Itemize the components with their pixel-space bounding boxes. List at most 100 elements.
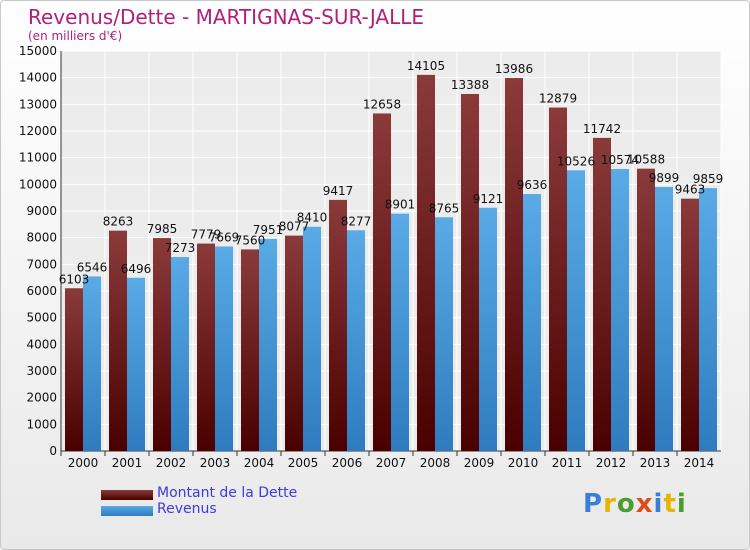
value-label-dette: 12879	[539, 92, 577, 106]
value-label-dette: 13986	[495, 62, 533, 76]
value-label-revenus: 10526	[557, 154, 595, 168]
value-label-dette: 11742	[583, 122, 621, 136]
bar-revenus	[479, 207, 497, 451]
x-tick-label: 2006	[332, 456, 363, 470]
x-tick-label: 2008	[420, 456, 451, 470]
y-tick-label: 13000	[19, 97, 57, 111]
bar-dette	[197, 243, 215, 451]
bar-dette	[637, 168, 655, 452]
bar-revenus	[347, 230, 365, 451]
bar-dette	[505, 78, 523, 451]
value-label-revenus: 8901	[385, 198, 416, 212]
value-label-dette: 7985	[147, 222, 178, 236]
legend-label-dette: Montant de la Dette	[157, 485, 298, 501]
value-label-dette: 12658	[363, 97, 401, 111]
value-label-dette: 9463	[675, 183, 706, 197]
value-label-revenus: 9859	[693, 172, 724, 186]
value-label-revenus: 6546	[77, 260, 108, 274]
y-tick-label: 15000	[19, 44, 57, 58]
y-tick-label: 11000	[19, 151, 57, 165]
bar-dette	[329, 199, 347, 451]
x-tick-label: 2010	[508, 456, 539, 470]
x-tick-label: 2012	[596, 456, 627, 470]
value-label-revenus: 8765	[429, 201, 460, 215]
y-tick-label: 3000	[26, 364, 57, 378]
proxiti-logo: Proxiti	[583, 489, 687, 519]
y-tick-label: 6000	[26, 284, 57, 298]
bar-revenus	[391, 213, 409, 451]
value-label-revenus: 6496	[121, 262, 152, 276]
value-label-dette: 14105	[407, 59, 445, 73]
bars	[65, 74, 717, 452]
x-tick-label: 2005	[288, 456, 319, 470]
x-tick-label: 2011	[552, 456, 583, 470]
y-tick-label: 12000	[19, 124, 57, 138]
value-label-dette: 10588	[627, 153, 665, 167]
value-label-revenus: 7951	[253, 223, 284, 237]
value-label-dette: 9417	[323, 184, 354, 198]
logo-letter: P	[583, 489, 604, 519]
y-tick-label: 2000	[26, 391, 57, 405]
bar-dette	[65, 288, 83, 451]
y-tick-label: 0	[49, 444, 57, 458]
y-tick-label: 9000	[26, 204, 57, 218]
bar-revenus	[127, 277, 145, 451]
value-label-dette: 8263	[103, 215, 134, 229]
logo-letter: o	[616, 489, 636, 519]
x-tick-label: 2007	[376, 456, 407, 470]
value-label-revenus: 8410	[297, 211, 328, 225]
bar-revenus	[215, 246, 233, 451]
bar-revenus	[611, 169, 629, 451]
y-tick-label: 10000	[19, 177, 57, 191]
bar-revenus	[303, 226, 321, 451]
bar-revenus	[699, 188, 717, 452]
value-labels: 6103 8263 7985 7779 7560 8077 9417 12658 14105 13…	[59, 59, 724, 286]
logo-letter: x	[635, 489, 654, 519]
chart-title: Revenus/Dette - MARTIGNAS-SUR-JALLE	[28, 5, 425, 29]
value-label-revenus: 8277	[341, 214, 372, 228]
value-label-revenus: 9899	[649, 171, 680, 185]
x-tick-label: 2004	[244, 456, 275, 470]
bar-revenus	[655, 187, 673, 451]
value-label-dette: 7560	[235, 233, 266, 247]
x-tick-label: 2003	[200, 456, 231, 470]
bar-dette	[681, 198, 699, 451]
y-tick-label: 5000	[26, 311, 57, 325]
value-label-revenus: 9121	[473, 192, 504, 206]
logo-letter: r	[603, 489, 617, 519]
x-tick-label: 2014	[684, 456, 715, 470]
x-tick-label: 2001	[112, 456, 143, 470]
y-tick-label: 1000	[26, 417, 57, 431]
bar-dette	[417, 74, 435, 451]
legend-label-revenus: Revenus	[157, 501, 217, 517]
y-tick-label: 14000	[19, 71, 57, 85]
value-label-dette: 8077	[279, 220, 310, 234]
bar-revenus	[523, 194, 541, 452]
x-tick-label: 2009	[464, 456, 495, 470]
value-label-dette: 7779	[191, 228, 222, 242]
value-label-revenus: 9636	[517, 178, 548, 192]
bar-dette	[285, 235, 303, 451]
axes: 0 1000 2000 3000 4000 5000 6000 7000 8000 9000 100…	[19, 44, 721, 470]
value-label-dette: 6103	[59, 272, 90, 286]
bar-revenus	[171, 257, 189, 451]
value-label-revenus: 7273	[165, 241, 196, 255]
value-label-revenus: 7669	[209, 230, 240, 244]
logo-letter: t	[663, 489, 677, 519]
chart-subtitle: (en milliers d'€)	[28, 29, 123, 43]
bar-dette	[593, 137, 611, 451]
bar-revenus	[83, 276, 101, 451]
value-label-revenus: 10574	[601, 153, 639, 167]
y-tick-label: 8000	[26, 231, 57, 245]
bar-revenus	[435, 217, 453, 451]
bar-revenus	[259, 238, 277, 451]
bar-dette	[241, 249, 259, 451]
bar-dette	[549, 107, 567, 451]
x-tick-label: 2000	[68, 456, 99, 470]
x-tick-label: 2002	[156, 456, 187, 470]
legend-swatch-dette	[101, 490, 153, 500]
x-tick-label: 2013	[640, 456, 671, 470]
legend-swatch-revenus	[101, 506, 153, 516]
